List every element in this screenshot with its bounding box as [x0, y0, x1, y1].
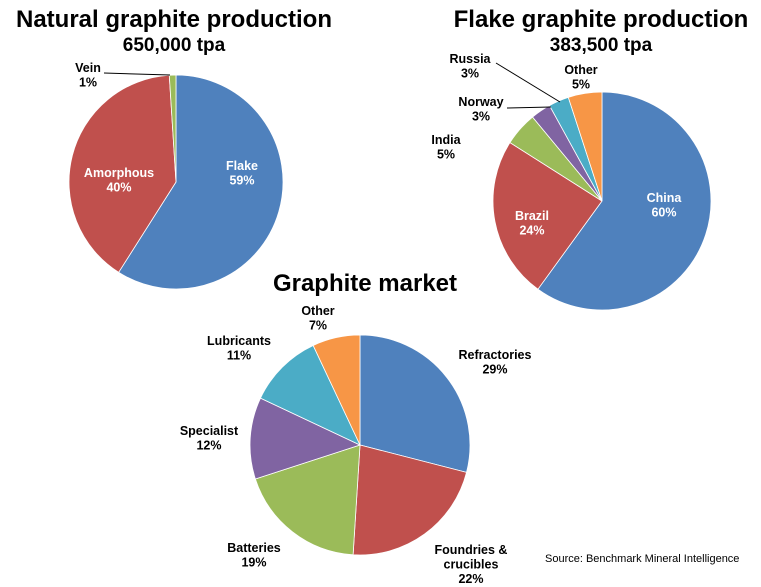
pie-slice-refractories — [359, 334, 471, 473]
pie-slice-china — [537, 91, 712, 311]
slice-label: Vein 1% — [75, 61, 101, 90]
slice-label: Norway 3% — [458, 95, 503, 124]
slice-label: Specialist 12% — [180, 424, 239, 453]
pie-slice-brazil — [492, 142, 603, 290]
slice-label: India 5% — [431, 133, 461, 162]
slice-label: Foundries & crucibles 22% — [435, 543, 508, 586]
pie-slice-flake — [118, 74, 284, 290]
slice-label: Other 7% — [301, 304, 334, 333]
slice-label: Amorphous 40% — [84, 166, 154, 195]
slice-label: China 60% — [647, 191, 683, 220]
slice-label: Batteries 19% — [227, 541, 281, 570]
slice-label: Lubricants 11% — [207, 334, 271, 363]
pie-slice-amorphous — [68, 74, 177, 273]
pie-slice-other — [567, 91, 603, 202]
slice-label: Flake 59% — [226, 159, 258, 188]
pie-chart-3: Refractories 29% Foundries & crucibles 22% Ba… — [180, 304, 532, 586]
pie-chart-2: China 60% Brazil 24% India 5% Norway 3% Russia 3%… — [431, 52, 712, 311]
source-note: Source: Benchmark Mineral Intelligence — [545, 553, 740, 565]
slice-label: Brazil 24% — [515, 209, 549, 238]
slice-label: Other 5% — [564, 63, 597, 92]
graphite-market-title: Graphite market — [272, 270, 458, 297]
leader-line — [103, 72, 171, 76]
pie-slice-other — [312, 334, 361, 446]
pie-chart-1: Flake 59% Amorphous 40% Vein 1% — [68, 61, 284, 290]
pie-slice-batteries — [254, 444, 361, 556]
natural-production-title: Natural graphite production — [15, 6, 332, 33]
flake-production-subtitle: 383,500 tpa — [549, 35, 653, 56]
pie-slice-foundries-crucibles — [352, 444, 468, 556]
flake-production-title: Flake graphite production — [453, 6, 749, 33]
pie-slice-lubricants — [259, 344, 361, 446]
slice-label: Refractories 29% — [459, 348, 532, 377]
slice-label: Russia 3% — [450, 52, 492, 81]
leader-line — [495, 62, 561, 103]
natural-production-subtitle: 650,000 tpa — [122, 35, 226, 56]
pie-slice-specialist — [249, 397, 362, 480]
leader-line — [506, 106, 552, 109]
